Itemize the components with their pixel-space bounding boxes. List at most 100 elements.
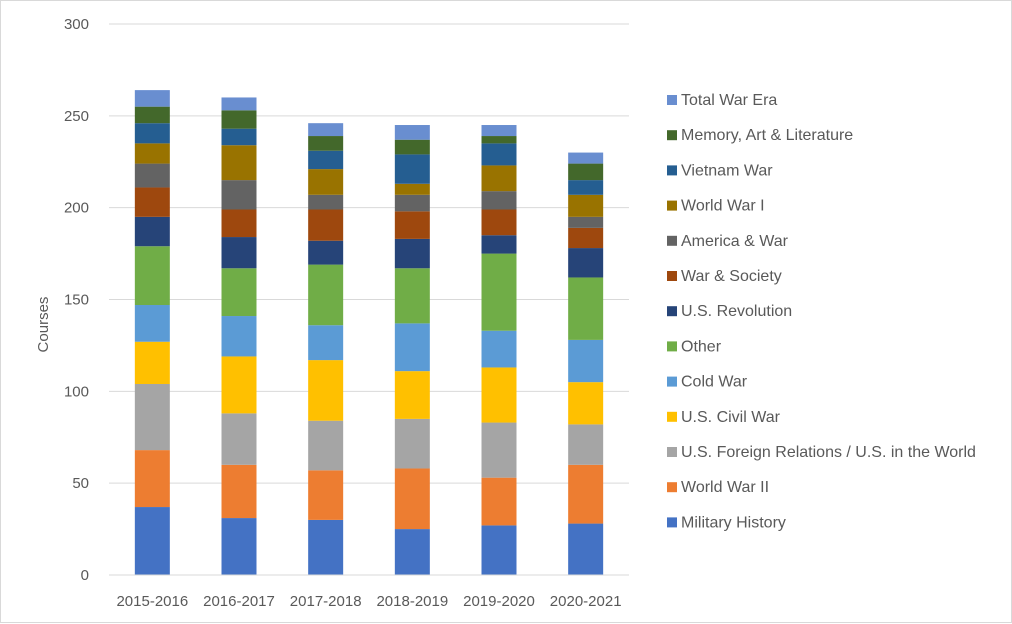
bar-stack-2017-2018: [308, 123, 344, 575]
legend-item: Memory, Art & Literature: [667, 127, 853, 144]
bar-segment: [221, 518, 257, 575]
bar-segment: [394, 183, 430, 195]
bar-segment: [568, 248, 604, 278]
legend-label: America & War: [681, 233, 789, 250]
legend-label: U.S. Civil War: [681, 409, 781, 426]
bar-segment: [568, 523, 604, 575]
bar-segment: [568, 194, 604, 217]
bar-stack-2020-2021: [568, 152, 604, 575]
bar-segment: [221, 237, 257, 269]
x-tick-label: 2017-2018: [290, 593, 362, 610]
legend-label: Vietnam War: [681, 162, 773, 179]
bar-segment: [568, 163, 604, 181]
bar-segment: [481, 422, 517, 478]
bar-segment: [568, 152, 604, 164]
bar-segment: [568, 339, 604, 383]
legend-swatch: [667, 447, 677, 457]
bar-segment: [221, 413, 257, 465]
bar-segment: [568, 277, 604, 340]
bar-segment: [481, 330, 517, 368]
legend-swatch: [667, 376, 677, 387]
x-tick-label: 2020-2021: [550, 593, 622, 610]
legend-item: Total War Era: [667, 92, 777, 109]
bar-segment: [481, 165, 517, 192]
bar-segment: [221, 464, 257, 519]
bar-segment: [394, 468, 430, 530]
legend-item: War & Society: [667, 268, 782, 285]
bar-segment: [568, 180, 604, 195]
legend-label: Cold War: [681, 374, 748, 391]
bar-segment: [481, 477, 517, 526]
bar-segment: [481, 136, 517, 144]
bar-segment: [568, 424, 604, 465]
y-tick-label: 50: [72, 475, 89, 492]
bar-segment: [134, 187, 170, 217]
bar-segment: [394, 418, 430, 469]
bar-segment: [308, 136, 344, 151]
x-tick-label: 2016-2017: [203, 593, 275, 610]
legend-label: World War II: [681, 479, 769, 496]
legend-label: Military History: [681, 514, 786, 531]
bar-segment: [134, 450, 170, 508]
bar-segment: [394, 194, 430, 212]
bar-segment: [134, 305, 170, 342]
bar-segment: [134, 341, 170, 384]
legend-item: World War II: [667, 479, 769, 496]
bar-segment: [221, 316, 257, 357]
bar-segment: [134, 507, 170, 575]
bar-segment: [221, 145, 257, 181]
bar-stack-2015-2016: [134, 90, 170, 575]
bar-segment: [481, 367, 517, 423]
bar-segment: [308, 123, 344, 137]
legend-label: Memory, Art & Literature: [681, 127, 853, 144]
bar-segment: [308, 360, 344, 421]
legend-swatch: [667, 95, 677, 105]
bar-segment: [308, 209, 344, 241]
legend-swatch: [667, 411, 677, 422]
legend-swatch: [667, 517, 677, 528]
bar-segment: [568, 464, 604, 524]
legend-item: U.S. Revolution: [667, 303, 792, 320]
bar-segment: [394, 371, 430, 419]
bar-segment: [308, 150, 344, 170]
bar-segment: [568, 227, 604, 249]
bar-segment: [134, 246, 170, 306]
y-tick-label: 150: [64, 292, 89, 309]
bar-stack-2016-2017: [221, 97, 257, 575]
bar-segment: [481, 253, 517, 331]
gridlines: [109, 23, 629, 484]
bar-segment: [308, 470, 344, 520]
bar-segment: [481, 191, 517, 210]
bar-segment: [481, 209, 517, 236]
bar-segment: [134, 383, 170, 451]
legend-item: America & War: [667, 233, 789, 250]
bar-segment: [308, 325, 344, 361]
legend: Total War Era Memory, Art & Literature Vie…: [667, 92, 976, 531]
legend-label: U.S. Revolution: [681, 303, 792, 320]
bar-segment: [394, 154, 430, 184]
y-axis-title: Courses: [35, 297, 52, 353]
bar-segment: [394, 529, 430, 575]
bar-segment: [568, 216, 604, 228]
legend-label: Total War Era: [681, 92, 777, 109]
legend-item: Military History: [667, 514, 786, 531]
bar-segment: [308, 519, 344, 575]
bar-stack-2018-2019: [394, 125, 430, 575]
legend-swatch: [667, 271, 677, 281]
bar-segment: [308, 420, 344, 471]
legend-item: Cold War: [667, 374, 748, 391]
bar-segment: [394, 323, 430, 372]
legend-item: U.S. Foreign Relations / U.S. in the Wor…: [667, 444, 976, 461]
x-tick-label: 2018-2019: [376, 593, 448, 610]
bar-segment: [481, 125, 517, 137]
legend-swatch: [667, 235, 677, 246]
bar-segment: [134, 143, 170, 164]
bar-segment: [308, 194, 344, 210]
bar-segment: [481, 235, 517, 254]
bar-segment: [394, 268, 430, 324]
legend-swatch: [667, 341, 677, 352]
legend-swatch: [667, 306, 677, 317]
legend-label: World War I: [681, 198, 765, 215]
